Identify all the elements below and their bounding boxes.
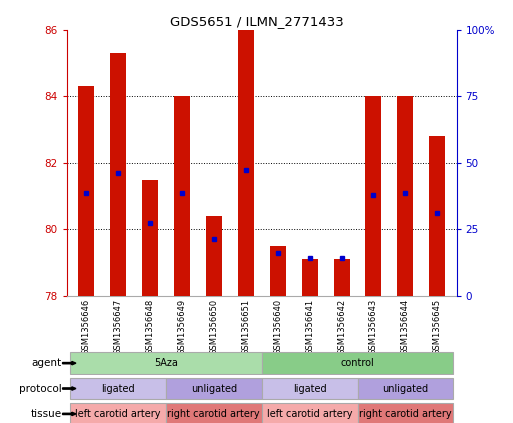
- Bar: [166, 378, 262, 399]
- Bar: [429, 136, 445, 296]
- Text: tissue: tissue: [30, 409, 62, 419]
- Bar: [174, 96, 190, 296]
- Text: control: control: [341, 358, 374, 368]
- Bar: [206, 216, 222, 296]
- Bar: [333, 259, 349, 296]
- Bar: [238, 30, 253, 296]
- Bar: [70, 378, 166, 399]
- Bar: [166, 403, 262, 423]
- Bar: [365, 96, 382, 296]
- Text: GDS5651 / ILMN_2771433: GDS5651 / ILMN_2771433: [170, 15, 343, 28]
- Bar: [270, 246, 286, 296]
- Bar: [70, 352, 262, 374]
- Text: right carotid artery: right carotid artery: [167, 409, 260, 419]
- Text: unligated: unligated: [382, 384, 428, 393]
- Text: ligated: ligated: [293, 384, 326, 393]
- Text: left carotid artery: left carotid artery: [75, 409, 161, 419]
- Bar: [262, 378, 358, 399]
- Bar: [262, 352, 453, 374]
- Bar: [302, 259, 318, 296]
- Text: unligated: unligated: [191, 384, 237, 393]
- Text: right carotid artery: right carotid artery: [359, 409, 452, 419]
- Text: left carotid artery: left carotid artery: [267, 409, 352, 419]
- Text: protocol: protocol: [19, 384, 62, 393]
- Bar: [70, 403, 166, 423]
- Bar: [142, 179, 158, 296]
- Bar: [358, 403, 453, 423]
- Bar: [110, 53, 126, 296]
- Bar: [398, 96, 413, 296]
- Bar: [78, 86, 94, 296]
- Text: ligated: ligated: [101, 384, 134, 393]
- Text: 5Aza: 5Aza: [154, 358, 177, 368]
- Bar: [358, 378, 453, 399]
- Text: agent: agent: [31, 358, 62, 368]
- Bar: [262, 403, 358, 423]
